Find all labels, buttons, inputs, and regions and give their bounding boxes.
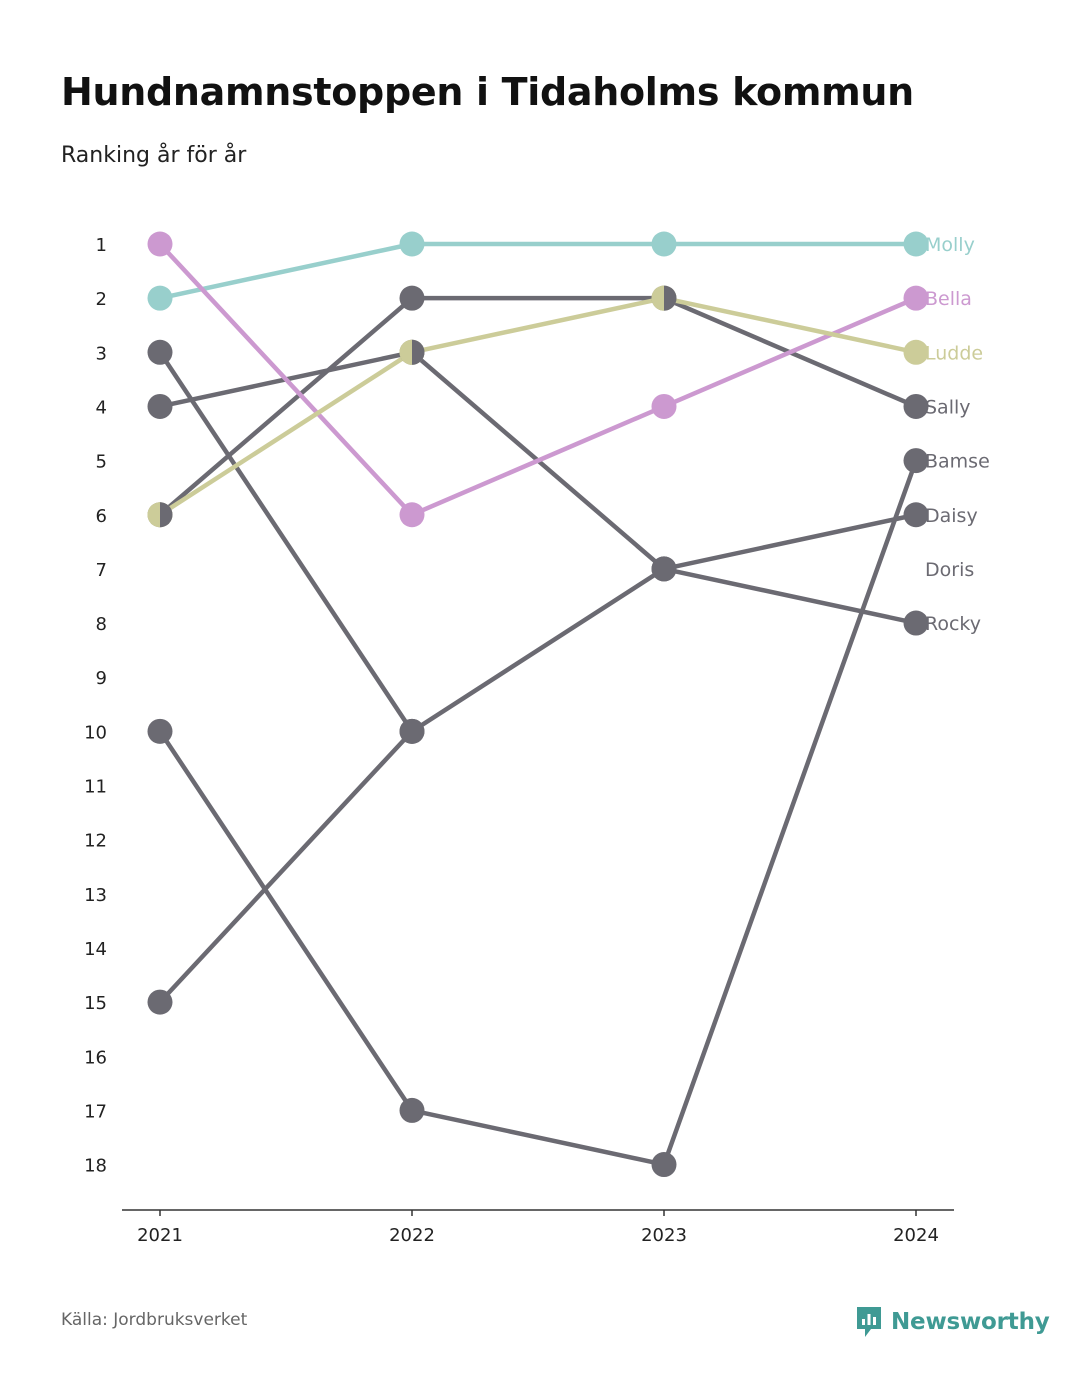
series-label-bella: Bella [925, 288, 972, 310]
data-point-sally [399, 285, 425, 311]
y-tick-label: 12 [84, 831, 107, 852]
data-point-unnamed [399, 718, 425, 744]
series-line-ludde [158, 295, 917, 517]
series-lines [158, 241, 919, 1167]
series-label-doris: Doris [925, 559, 974, 581]
shared-point-half [664, 285, 677, 311]
series-points [147, 231, 929, 1178]
series-label-rocky: Rocky [925, 613, 981, 635]
data-point-molly [651, 231, 677, 257]
series-line-rocky [159, 350, 917, 626]
y-tick-label: 3 [96, 343, 107, 364]
y-tick-label: 9 [96, 668, 107, 689]
brand-name: Newsworthy [891, 1309, 1050, 1335]
y-tick-label: 10 [84, 722, 107, 743]
data-point-bamse [399, 1097, 425, 1123]
y-tick-label: 7 [96, 560, 107, 581]
x-tick-label: 2023 [641, 1225, 687, 1246]
y-tick-label: 18 [84, 1156, 107, 1177]
data-point-bella [399, 502, 425, 528]
data-point-sally [903, 393, 929, 419]
shared-point-half [147, 502, 160, 528]
chart-subtitle: Ranking år för år [61, 143, 247, 168]
shared-point-half [399, 339, 412, 365]
data-point-molly [147, 285, 173, 311]
y-tick-label: 14 [84, 939, 107, 960]
y-tick-label: 16 [84, 1047, 107, 1068]
y-tick-label: 5 [96, 452, 107, 473]
x-tick-label: 2024 [893, 1225, 939, 1246]
data-point-bamse [147, 718, 173, 744]
data-point-daisy [147, 989, 173, 1015]
y-tick-label: 8 [96, 614, 107, 635]
x-tick-label: 2021 [137, 1225, 183, 1246]
data-point-molly [399, 231, 425, 257]
y-tick-label: 15 [84, 993, 107, 1014]
series-label-daisy: Daisy [925, 505, 978, 527]
shared-point-half [412, 339, 425, 365]
y-tick-label: 13 [84, 885, 107, 906]
y-tick-label: 2 [96, 289, 107, 310]
series-line-unnamed [158, 351, 414, 733]
data-point-bella [651, 393, 677, 419]
brand[interactable]: Newsworthy [855, 1305, 1050, 1339]
shared-point-half [651, 285, 664, 311]
data-point-bella [147, 231, 173, 257]
data-point-ludde [903, 339, 929, 365]
data-point-bamse [903, 448, 929, 474]
y-tick-label: 6 [96, 506, 107, 527]
shared-point-half [160, 502, 173, 528]
y-tick-label: 4 [96, 397, 107, 418]
data-point-daisy [903, 502, 929, 528]
series-line-bamse [158, 459, 919, 1167]
series-line-sally [158, 295, 917, 517]
series-line-molly [159, 241, 916, 301]
data-point-molly [903, 231, 929, 257]
chart-title: Hundnamnstoppen i Tidaholms kommun [61, 70, 914, 114]
series-label-sally: Sally [925, 396, 971, 418]
series-line-daisy [158, 512, 917, 1004]
data-point-bamse [651, 1152, 677, 1178]
data-point-bella [903, 285, 929, 311]
source-note: Källa: Jordbruksverket [61, 1310, 248, 1330]
data-point-rocky [903, 610, 929, 636]
series-label-ludde: Ludde [925, 342, 983, 364]
data-point-rocky [147, 393, 173, 419]
x-tick-label: 2022 [389, 1225, 435, 1246]
series-label-molly: Molly [925, 234, 975, 256]
newsworthy-logo-icon [857, 1307, 881, 1337]
series-labels: Molly Bella Ludde Sally Bamse Daisy Doris Rocky [925, 234, 990, 635]
data-point-rocky [651, 556, 677, 582]
data-point-unnamed [147, 339, 173, 365]
y-tick-label: 11 [84, 777, 107, 798]
x-axis: 2021 2022 2023 2024 [122, 1209, 954, 1246]
y-tick-label: 17 [84, 1101, 107, 1122]
y-tick-label: 1 [96, 235, 107, 256]
series-label-bamse: Bamse [925, 451, 990, 473]
series-line-bella [158, 242, 917, 517]
